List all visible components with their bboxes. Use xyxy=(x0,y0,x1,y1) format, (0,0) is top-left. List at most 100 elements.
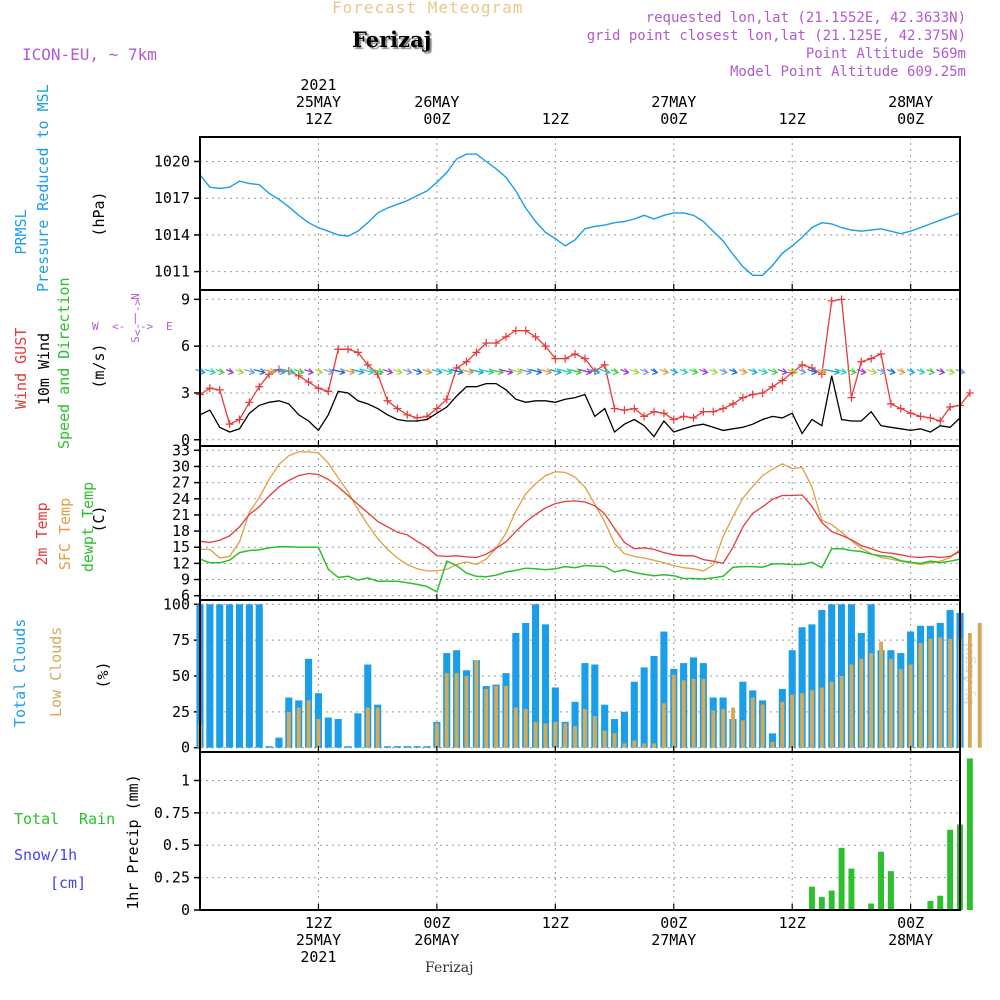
total-cloud-bar xyxy=(808,624,816,748)
wind-direction-arrow xyxy=(876,368,887,376)
time-label-line: 12Z xyxy=(778,914,806,932)
y-tick-label: 33 xyxy=(172,441,190,459)
gust-marker xyxy=(393,404,402,413)
low-cloud-bar xyxy=(642,743,647,748)
low-cloud-bar xyxy=(365,707,370,748)
y-tick-label: 6 xyxy=(181,587,190,605)
rain-bar xyxy=(828,890,835,910)
low-cloud-bar xyxy=(740,720,745,748)
gust-marker xyxy=(472,348,481,357)
point-altitude: Point Altitude 569m xyxy=(805,46,966,62)
wind-direction-arrow xyxy=(235,368,245,376)
wind-direction-arrow xyxy=(293,368,305,376)
wind-direction-arrow xyxy=(283,368,296,376)
time-label-line: 00Z xyxy=(423,914,451,932)
gust-marker xyxy=(225,420,234,429)
time-label-line: 2021 xyxy=(300,948,337,966)
gust-marker xyxy=(442,395,451,404)
wind-direction-arrow xyxy=(539,368,553,376)
y-tick-label: 1017 xyxy=(154,189,190,207)
gust-marker xyxy=(205,384,214,393)
y-tick-label: 1011 xyxy=(154,263,190,281)
low-cloud-bar xyxy=(592,716,597,748)
y-tick-label: 0 xyxy=(181,901,190,919)
rain-bar xyxy=(878,851,884,910)
rain-bar xyxy=(848,868,855,910)
total-cloud-bar xyxy=(798,627,806,748)
gust-marker xyxy=(709,407,718,416)
gust-marker xyxy=(827,296,836,305)
total-cloud-bar xyxy=(354,713,362,748)
time-label: 00Z 27MAY xyxy=(634,915,714,966)
low-cloud-bar xyxy=(928,638,933,748)
y-tick-label: 0.5 xyxy=(163,836,190,854)
time-label-line: 28MAY xyxy=(888,931,934,949)
y-tick-label: 9 xyxy=(181,571,190,589)
time-label-line: 27MAY xyxy=(651,931,697,949)
y-tick-label: 100 xyxy=(163,595,190,613)
y-tick-label: 25 xyxy=(172,703,190,721)
gust-marker xyxy=(965,388,974,397)
time-label-line: 12Z xyxy=(304,110,332,128)
rain-bar xyxy=(868,903,875,910)
gust-marker xyxy=(699,407,708,416)
wind-direction-arrow xyxy=(568,368,583,376)
time-label: 26MAY 00Z xyxy=(397,77,477,128)
wind-direction-arrow xyxy=(304,368,315,376)
gust-marker xyxy=(788,368,797,377)
total-cloud-bar xyxy=(650,655,658,748)
total-cloud-bar xyxy=(591,664,599,748)
y-tick-label: 6 xyxy=(181,337,190,355)
wind-direction-arrow xyxy=(422,368,433,376)
wind-direction-arrow xyxy=(916,368,926,376)
y-tick-label: 1014 xyxy=(154,226,190,244)
gust-marker xyxy=(235,415,244,424)
low-cloud-bar xyxy=(849,664,854,748)
gust-marker xyxy=(492,339,501,348)
gust-marker xyxy=(778,376,787,385)
wind-direction-arrow xyxy=(244,368,256,376)
temp-2m-line xyxy=(199,472,961,565)
gust-marker xyxy=(294,371,303,380)
time-label: 12Z xyxy=(515,77,595,128)
gust-marker xyxy=(916,412,925,421)
low-cloud-bar xyxy=(879,641,883,748)
dewpt-temp-line xyxy=(199,545,961,593)
time-label-line: 00Z xyxy=(897,914,925,932)
low-cloud-bar xyxy=(819,687,824,748)
low-cloud-bar xyxy=(701,678,706,748)
gust-marker xyxy=(867,354,876,363)
rain-bar xyxy=(838,847,845,910)
city-title: Ferizaj xyxy=(352,27,432,52)
gust-marker xyxy=(650,407,659,416)
total-cloud-bar xyxy=(226,604,234,748)
low-cloud-bar xyxy=(977,622,982,748)
time-label-line: 12Z xyxy=(541,914,569,932)
gust-marker xyxy=(640,412,649,421)
low-cloud-bar xyxy=(474,660,479,748)
gust-marker xyxy=(255,382,264,391)
y-tick-label: 50 xyxy=(172,667,190,685)
low-cloud-bar xyxy=(504,686,508,748)
wind-direction-arrow xyxy=(689,368,699,376)
wind-direction-arrow xyxy=(787,368,799,376)
wind-direction-arrow xyxy=(926,368,936,376)
wind-direction-arrow xyxy=(836,368,848,376)
gust-marker xyxy=(580,354,589,363)
time-label-line: 25MAY xyxy=(295,93,342,111)
wind-direction-arrow xyxy=(559,368,573,376)
wind-direction-arrow xyxy=(253,368,266,376)
time-label: 00Z 26MAY xyxy=(397,915,477,966)
gust-marker xyxy=(462,357,471,366)
total-cloud-bar xyxy=(739,681,747,748)
low-cloud-bar xyxy=(731,707,735,748)
low-cloud-bar xyxy=(908,664,913,748)
total-cloud-bar xyxy=(206,604,214,748)
gust-marker xyxy=(728,399,737,408)
gust-marker xyxy=(738,393,747,402)
time-label: 27MAY 00Z xyxy=(634,77,714,128)
wind-direction-arrow xyxy=(748,368,758,376)
total-cloud-bar xyxy=(541,624,550,748)
wind-direction-arrow xyxy=(946,368,956,376)
